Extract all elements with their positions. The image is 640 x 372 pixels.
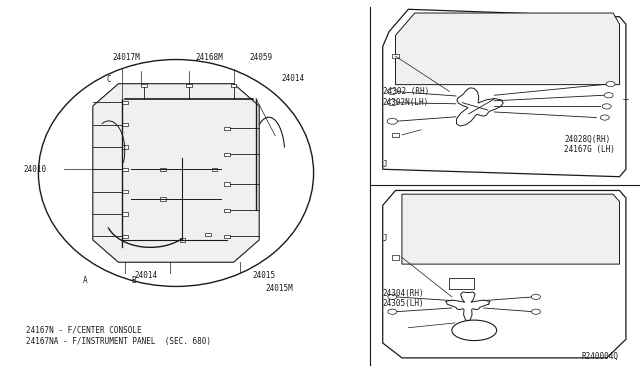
Polygon shape (383, 9, 626, 177)
Circle shape (606, 81, 615, 87)
Circle shape (531, 294, 540, 299)
Bar (205, 233, 211, 236)
Circle shape (387, 118, 397, 124)
Bar (179, 238, 186, 242)
Bar (211, 167, 218, 171)
Bar (122, 123, 128, 126)
Text: 24017M: 24017M (112, 53, 140, 62)
Text: 24167N - F/CENTER CONSOLE: 24167N - F/CENTER CONSOLE (26, 326, 141, 335)
Bar (225, 153, 230, 156)
Text: J: J (383, 160, 387, 169)
Text: 24167G (LH): 24167G (LH) (564, 145, 615, 154)
Text: R240004Q: R240004Q (582, 352, 619, 361)
Bar (392, 54, 399, 58)
Bar (122, 167, 128, 171)
Bar (449, 278, 474, 289)
Bar (225, 182, 230, 186)
Text: C: C (107, 76, 111, 84)
Bar (160, 167, 166, 171)
Polygon shape (396, 13, 620, 84)
Text: 24010: 24010 (24, 165, 47, 174)
Text: A: A (83, 276, 88, 285)
Bar (225, 208, 230, 212)
Bar (225, 126, 230, 130)
Text: 24015: 24015 (253, 271, 276, 280)
Text: 24302 (RH): 24302 (RH) (383, 87, 429, 96)
Text: 24304(RH): 24304(RH) (383, 289, 424, 298)
Bar (231, 84, 237, 87)
Circle shape (387, 89, 397, 94)
Bar (225, 234, 230, 238)
Polygon shape (93, 84, 259, 262)
Bar (160, 197, 166, 201)
Text: 24014: 24014 (282, 74, 305, 83)
Text: 24305(LH): 24305(LH) (383, 299, 424, 308)
Text: B: B (131, 276, 136, 285)
Text: 24015M: 24015M (266, 284, 293, 293)
Ellipse shape (38, 60, 314, 286)
Ellipse shape (452, 320, 497, 341)
Bar (122, 190, 128, 193)
Bar (122, 212, 128, 215)
Circle shape (388, 309, 397, 314)
Circle shape (388, 294, 397, 299)
Bar (122, 145, 128, 148)
Text: 24028Q(RH): 24028Q(RH) (564, 135, 611, 144)
Text: 24167NA - F/INSTRUMENT PANEL  (SEC. 680): 24167NA - F/INSTRUMENT PANEL (SEC. 680) (26, 337, 211, 346)
Circle shape (602, 104, 611, 109)
Bar (186, 84, 192, 87)
Circle shape (600, 115, 609, 120)
Polygon shape (402, 194, 620, 264)
Text: 24059: 24059 (250, 53, 273, 62)
Bar (141, 84, 147, 87)
Bar (392, 255, 399, 260)
Circle shape (387, 100, 397, 106)
Circle shape (604, 93, 613, 98)
Bar (122, 100, 128, 104)
Bar (392, 133, 399, 137)
Text: 24302N(LH): 24302N(LH) (383, 98, 429, 107)
Polygon shape (383, 190, 626, 358)
Circle shape (531, 309, 540, 314)
Text: J: J (383, 234, 387, 243)
Text: 24168M: 24168M (195, 53, 223, 62)
Bar (122, 234, 128, 238)
Text: 24014: 24014 (134, 271, 157, 280)
